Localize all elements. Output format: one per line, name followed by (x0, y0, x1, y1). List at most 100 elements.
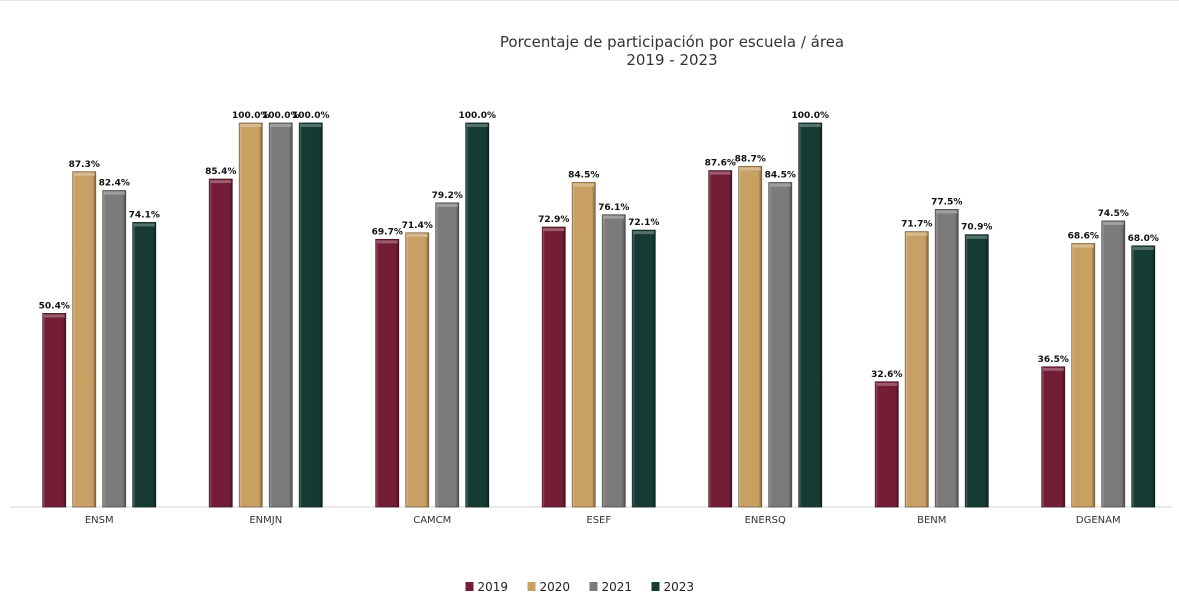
bar-cap-ensm-2019 (43, 314, 65, 318)
bar-cap-esef-2021 (603, 215, 625, 219)
category-label-ensm: ENSM (85, 515, 114, 526)
data-label-enmjn-2020: 100.0% (232, 111, 270, 121)
data-label-ensm-2019: 50.4% (39, 301, 70, 311)
data-label-camcm-2019: 69.7% (372, 227, 403, 237)
bar-camcm-2019 (375, 238, 400, 508)
bar-esef-2021 (601, 214, 626, 508)
bar-cap-benm-2019 (876, 382, 898, 386)
data-label-ensm-2021: 82.4% (99, 179, 130, 189)
category-label-benm: BENM (917, 515, 946, 526)
data-label-esef-2020: 84.5% (568, 171, 599, 181)
category-label-enersq: ENERSQ (745, 515, 786, 526)
bar-benm-2023 (964, 234, 989, 508)
data-label-dgenam-2019: 36.5% (1038, 355, 1069, 365)
bar-enmjn-2023 (298, 122, 323, 508)
bar-enersq-2020 (738, 165, 763, 508)
bar-cap-camcm-2020 (406, 233, 428, 237)
bar-cap-esef-2023 (633, 231, 655, 235)
bar-camcm-2023 (465, 122, 490, 508)
bar-enmjn-2021 (268, 122, 293, 508)
bar-benm-2021 (934, 208, 959, 508)
bar-esef-2020 (571, 182, 596, 508)
bar-camcm-2020 (405, 232, 430, 508)
legend: 2019 2020 2021 2023 (465, 580, 695, 594)
bar-enmjn-2019 (208, 178, 233, 508)
bar-cap-enersq-2020 (739, 167, 761, 171)
data-label-camcm-2021: 79.2% (432, 191, 463, 201)
data-label-esef-2019: 72.9% (538, 215, 569, 225)
bar-camcm-2021 (435, 202, 460, 508)
bars-layer (42, 122, 1156, 508)
bar-cap-esef-2019 (543, 228, 565, 232)
bar-enersq-2019 (708, 170, 733, 508)
chart-subtitle: 2019 - 2023 (626, 51, 717, 69)
data-label-benm-2020: 71.7% (901, 220, 932, 230)
legend-swatch-2019 (465, 582, 474, 591)
legend-label-2021: 2021 (602, 580, 633, 594)
bar-cap-dgenam-2020 (1072, 244, 1094, 248)
data-label-benm-2023: 70.9% (961, 223, 992, 233)
bar-cap-enersq-2023 (799, 124, 821, 127)
data-label-dgenam-2021: 74.5% (1098, 209, 1129, 219)
bar-dgenam-2023 (1131, 245, 1156, 508)
legend-swatch-2023 (651, 582, 660, 591)
data-label-enmjn-2021: 100.0% (262, 111, 300, 121)
bar-ensm-2020 (72, 171, 97, 508)
bar-ensm-2019 (42, 313, 67, 508)
bar-cap-benm-2020 (906, 232, 928, 236)
bar-cap-ensm-2023 (133, 223, 155, 227)
legend-label-2023: 2023 (664, 580, 695, 594)
data-label-benm-2021: 77.5% (931, 197, 962, 207)
bar-esef-2023 (631, 229, 656, 508)
category-labels-layer: ENSM ENMJN CAMCM ESEF ENERSQ BENM DGENAM (85, 515, 1121, 526)
data-label-enmjn-2023: 100.0% (292, 111, 330, 121)
bar-cap-dgenam-2021 (1102, 221, 1124, 225)
data-label-enmjn-2019: 85.4% (205, 167, 236, 177)
bar-cap-camcm-2023 (466, 124, 488, 127)
bar-ensm-2021 (102, 190, 127, 508)
bar-benm-2019 (874, 381, 899, 508)
category-label-camcm: CAMCM (413, 515, 451, 526)
bar-cap-enmjn-2023 (300, 124, 322, 127)
bar-enersq-2023 (798, 122, 823, 508)
bar-cap-benm-2023 (966, 235, 988, 239)
bar-dgenam-2021 (1101, 220, 1126, 508)
data-label-camcm-2020: 71.4% (402, 221, 433, 231)
bar-cap-esef-2020 (573, 183, 595, 187)
legend-label-2019: 2019 (478, 580, 509, 594)
legend-label-2020: 2020 (540, 580, 571, 594)
bar-cap-enersq-2019 (709, 171, 731, 175)
bar-esef-2019 (541, 226, 566, 508)
bar-cap-benm-2021 (936, 210, 958, 214)
bar-cap-ensm-2020 (73, 172, 95, 176)
data-label-camcm-2023: 100.0% (459, 111, 497, 121)
data-label-enersq-2021: 84.5% (765, 171, 796, 181)
data-label-ensm-2020: 87.3% (69, 160, 100, 170)
category-label-dgenam: DGENAM (1076, 515, 1121, 526)
data-label-enersq-2020: 88.7% (735, 154, 766, 164)
data-label-esef-2021: 76.1% (598, 203, 629, 213)
bar-cap-enmjn-2020 (240, 124, 262, 127)
legend-swatch-2020 (527, 582, 536, 591)
bar-cap-enersq-2021 (769, 183, 791, 187)
data-label-esef-2023: 72.1% (628, 218, 659, 228)
category-label-enmjn: ENMJN (249, 515, 282, 526)
bar-cap-camcm-2019 (376, 240, 398, 244)
bar-labels-layer: 50.4%87.3%82.4%74.1%85.4%100.0%100.0%100… (39, 111, 1159, 380)
data-label-benm-2019: 32.6% (871, 370, 902, 380)
data-label-dgenam-2020: 68.6% (1068, 232, 1099, 242)
bar-benm-2020 (904, 231, 929, 508)
bar-cap-enmjn-2019 (210, 180, 232, 184)
bar-dgenam-2019 (1041, 366, 1066, 508)
bar-cap-enmjn-2021 (270, 124, 292, 127)
data-label-enersq-2019: 87.6% (705, 159, 736, 169)
data-label-dgenam-2023: 68.0% (1128, 234, 1159, 244)
data-label-ensm-2023: 74.1% (129, 210, 160, 220)
bar-enmjn-2020 (238, 122, 263, 508)
bar-cap-ensm-2021 (103, 191, 125, 195)
legend-swatch-2021 (589, 582, 598, 591)
category-label-esef: ESEF (586, 515, 611, 526)
chart-title: Porcentaje de participación por escuela … (500, 33, 844, 51)
bar-dgenam-2020 (1071, 243, 1096, 508)
